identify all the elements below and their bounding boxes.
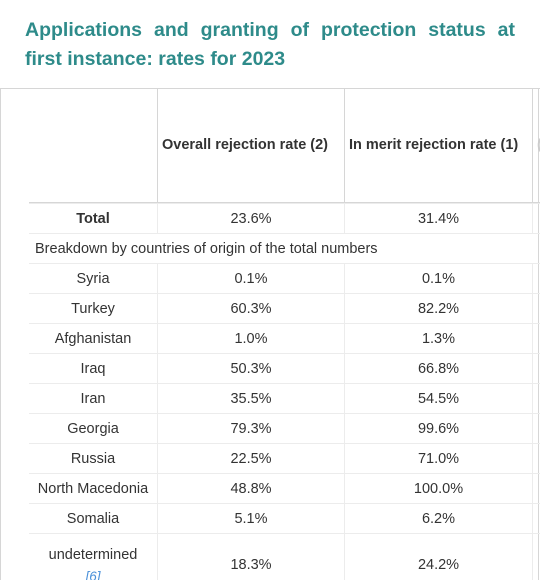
header-merit-rejection: In merit rejection rate (1) [344, 88, 532, 203]
overall-rate-cell: 18.3% [157, 533, 344, 580]
table-row-undetermined: undetermined [6] 18.3% 24.2% [29, 533, 540, 580]
merit-rate-cell: 31.4% [344, 203, 532, 233]
overall-rate-cell: 48.8% [157, 473, 344, 503]
overall-rate-cell: 1.0% [157, 323, 344, 353]
merit-rate-cell: 6.2% [344, 503, 532, 533]
header-next-column: ( [532, 88, 540, 203]
row-label: Syria [29, 263, 157, 293]
table-row: Georgia 79.3% 99.6% [29, 413, 540, 443]
row-label: Iraq [29, 353, 157, 383]
merit-rate-cell: 82.2% [344, 293, 532, 323]
table-row: North Macedonia 48.8% 100.0% [29, 473, 540, 503]
overall-rate-cell: 50.3% [157, 353, 344, 383]
header-blank-cell [29, 88, 157, 203]
merit-rate-cell: 99.6% [344, 413, 532, 443]
table-header-row: Overall rejection rate (2) In merit reje… [29, 88, 540, 203]
overall-rate-cell: 60.3% [157, 293, 344, 323]
merit-rate-cell: 0.1% [344, 263, 532, 293]
page-title: Applications and granting of protection … [25, 19, 515, 70]
breakdown-label: Breakdown by countries of origin of the … [29, 233, 540, 263]
header-overall-rejection: Overall rejection rate (2) [157, 88, 344, 203]
breakdown-row: Breakdown by countries of origin of the … [29, 233, 540, 263]
table-row: Afghanistan 1.0% 1.3% [29, 323, 540, 353]
overall-rate-cell: 35.5% [157, 383, 344, 413]
row-label: Afghanistan [29, 323, 157, 353]
merit-rate-cell: 1.3% [344, 323, 532, 353]
table-top-border [0, 88, 540, 89]
row-label: North Macedonia [29, 473, 157, 503]
merit-rate-cell: 66.8% [344, 353, 532, 383]
table-row: Turkey 60.3% 82.2% [29, 293, 540, 323]
merit-rate-cell: 100.0% [344, 473, 532, 503]
table-row: Somalia 5.1% 6.2% [29, 503, 540, 533]
table-row: Iraq 50.3% 66.8% [29, 353, 540, 383]
row-label: Iran [29, 383, 157, 413]
table-frame: Overall rejection rate (2) In merit reje… [0, 88, 540, 580]
overall-rate-cell: 5.1% [157, 503, 344, 533]
row-label: Total [29, 203, 157, 233]
rates-table: Overall rejection rate (2) In merit reje… [29, 88, 540, 580]
row-label: Russia [29, 443, 157, 473]
row-label: Georgia [29, 413, 157, 443]
row-label: Turkey [29, 293, 157, 323]
overall-rate-cell: 22.5% [157, 443, 344, 473]
table-row: Syria 0.1% 0.1% [29, 263, 540, 293]
overall-rate-cell: 23.6% [157, 203, 344, 233]
overall-rate-cell: 79.3% [157, 413, 344, 443]
table-row: Iran 35.5% 54.5% [29, 383, 540, 413]
table-row-total: Total 23.6% 31.4% [29, 203, 540, 233]
undetermined-label: undetermined [48, 547, 138, 563]
footnote-link[interactable]: [6] [85, 569, 101, 580]
overall-rate-cell: 0.1% [157, 263, 344, 293]
merit-rate-cell: 71.0% [344, 443, 532, 473]
merit-rate-cell: 54.5% [344, 383, 532, 413]
table-row: Russia 22.5% 71.0% [29, 443, 540, 473]
table-right-border [538, 88, 539, 580]
row-label: undetermined [6] [29, 533, 157, 580]
row-label: Somalia [29, 503, 157, 533]
table-left-border [0, 88, 1, 580]
merit-rate-cell: 24.2% [344, 533, 532, 580]
